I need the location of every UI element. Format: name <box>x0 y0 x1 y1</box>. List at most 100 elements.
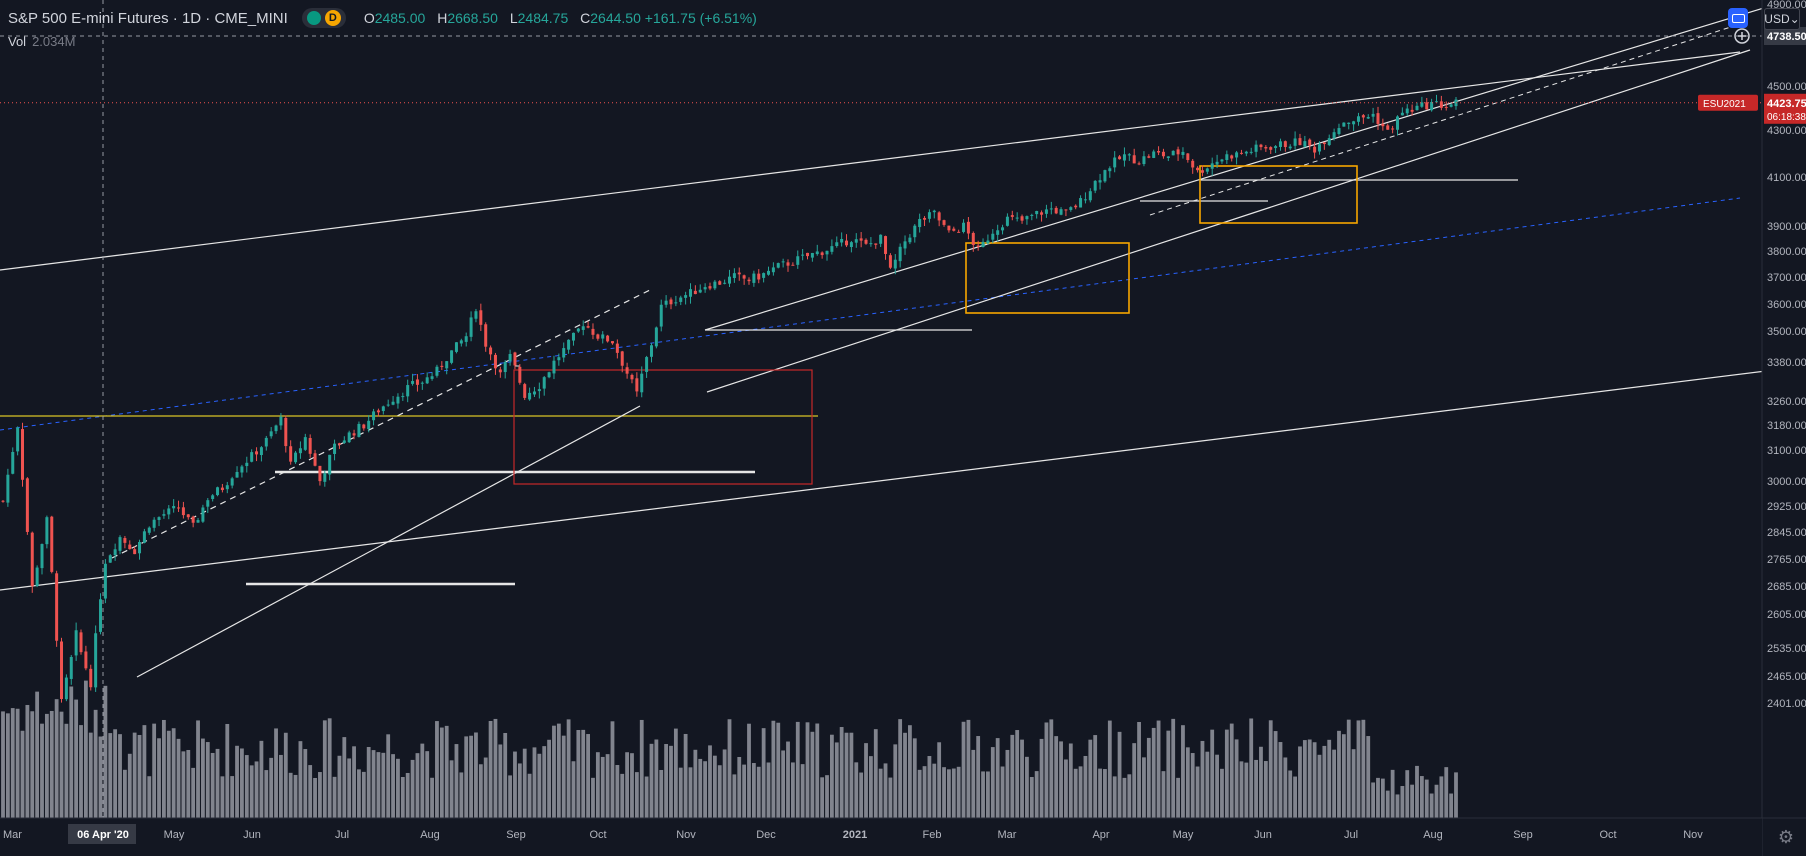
volume-bar <box>254 761 259 818</box>
volume-bar <box>103 685 108 818</box>
time-tick-label: Aug <box>420 829 440 841</box>
candle-body <box>835 242 839 247</box>
candle-body <box>981 241 985 247</box>
candle-body <box>576 328 580 332</box>
time-axis[interactable]: Mar 06 Apr '20 May Jun Jul Aug Sep Oct Nov Dec 202… <box>0 817 1806 856</box>
volume-bar <box>673 728 678 818</box>
volume-bar <box>1332 749 1337 818</box>
candle-body <box>1434 101 1438 103</box>
candle-body <box>1327 138 1331 146</box>
candle-body <box>284 417 288 447</box>
candle-body <box>1264 146 1268 149</box>
candle-body <box>123 538 127 543</box>
candle-body <box>962 222 966 232</box>
volume-bar <box>581 729 586 818</box>
volume-bar <box>1020 739 1024 818</box>
symbol-title[interactable]: S&P 500 E-mini Futures · 1D · CME_MINI <box>8 9 288 27</box>
candle-body <box>133 549 137 555</box>
candle-body <box>74 630 78 656</box>
candle-body <box>352 433 356 436</box>
volume-bar <box>751 763 756 818</box>
volume-bar <box>1132 743 1137 818</box>
time-tick-label: Sep <box>1513 829 1533 841</box>
volume-bar <box>439 727 444 818</box>
volume-bar <box>1449 793 1454 818</box>
volume-bar <box>688 767 693 818</box>
volume-bar <box>517 763 522 818</box>
candle-body <box>786 262 790 266</box>
candle-body <box>167 508 171 515</box>
candle-body <box>732 273 736 279</box>
volume-bar <box>839 727 844 818</box>
volume-bar <box>1049 719 1054 818</box>
candle-body <box>89 668 93 688</box>
volume-bar <box>1288 770 1293 818</box>
volume-bar <box>859 772 864 818</box>
volume-bar <box>1195 766 1200 818</box>
volume-bar <box>1073 768 1078 818</box>
candle-body <box>1322 142 1326 145</box>
volume-bar <box>186 749 191 818</box>
candle-body <box>1254 144 1258 152</box>
last-price-label: 4423.75 <box>1767 98 1806 110</box>
volume-bar <box>644 776 649 818</box>
settings-gear-icon[interactable]: ⚙ <box>1777 827 1794 847</box>
candle-body <box>391 401 395 405</box>
chart-drawings[interactable] <box>0 0 1791 678</box>
candle-body <box>1064 209 1068 211</box>
volume-bar <box>400 776 405 818</box>
candle-body <box>1381 123 1385 127</box>
volume-bar <box>527 773 532 818</box>
screenshot-icon[interactable] <box>1728 8 1748 28</box>
candle-body <box>1347 122 1351 124</box>
candle-body <box>528 392 532 400</box>
candle-body <box>113 549 117 556</box>
volume-bar <box>1190 753 1195 818</box>
candle-body <box>1386 125 1390 130</box>
volume-bar <box>1346 719 1351 818</box>
candle-body <box>1317 144 1321 152</box>
candle-body <box>381 406 385 412</box>
volume-bar <box>966 719 971 818</box>
blue-dashed-trendline <box>0 197 1741 431</box>
candle-body <box>294 452 298 463</box>
candle-body <box>1142 156 1146 165</box>
candle-body <box>1249 151 1253 153</box>
candle-body <box>508 354 512 362</box>
high-value: 2668.50 <box>447 10 498 26</box>
volume-bar <box>1341 734 1346 818</box>
candle-body <box>196 520 200 523</box>
candle-body <box>991 233 995 240</box>
low-value: 2484.75 <box>517 10 569 26</box>
market-status-pill[interactable]: D <box>301 8 346 28</box>
volume-bar <box>781 750 786 818</box>
candle-body <box>16 427 20 452</box>
candle-body <box>723 282 727 284</box>
volume-bar <box>542 746 547 818</box>
volume-bar <box>693 749 698 818</box>
candle-body <box>601 334 605 339</box>
volume-bar <box>786 741 790 818</box>
volume-bar <box>88 732 93 818</box>
last-price-tag <box>1764 93 1806 124</box>
volume-bar <box>630 753 634 818</box>
time-tick-label: Jul <box>1344 829 1358 841</box>
volume-bar <box>1064 759 1068 818</box>
volume-bar <box>459 772 464 818</box>
candle-body <box>879 234 883 244</box>
candle-body <box>976 245 980 247</box>
candle-body <box>406 385 410 397</box>
candle-body <box>1303 141 1307 147</box>
volume-bar <box>1205 751 1210 818</box>
candle-body <box>279 416 283 426</box>
volume-bar <box>279 754 283 818</box>
candle-body <box>884 236 888 254</box>
price-axis[interactable]: 4900.00 4500.00 4300.00 4100.00 3900.00 3800.… <box>1698 0 1806 856</box>
bar-countdown-label: 06:18:38 <box>1767 112 1806 123</box>
volume-bar <box>171 728 176 818</box>
candle-body <box>820 252 824 256</box>
currency-select[interactable]: USD ⌄ <box>1764 8 1800 30</box>
volume-legend[interactable]: Vol 2.034M <box>8 34 75 49</box>
price-tick-label: 3500.00 <box>1767 326 1806 338</box>
